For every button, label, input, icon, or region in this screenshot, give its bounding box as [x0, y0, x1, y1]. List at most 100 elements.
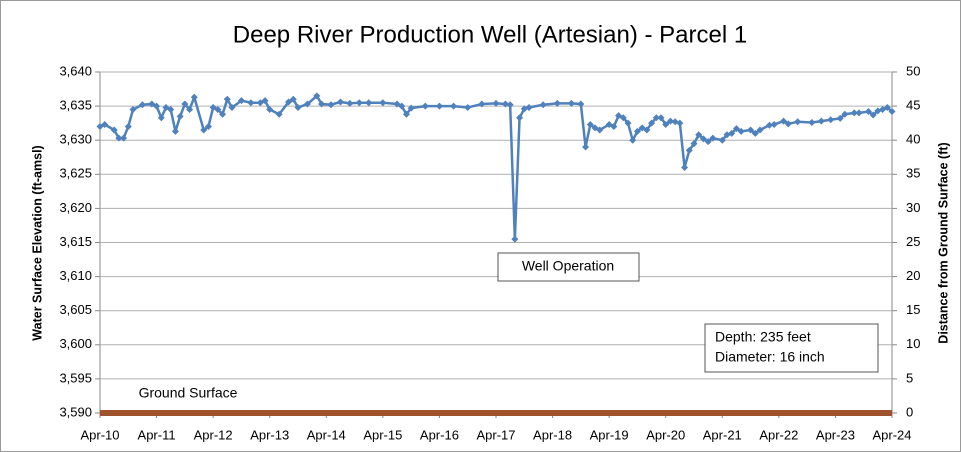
marker	[751, 129, 759, 137]
marker	[633, 127, 641, 135]
marker	[704, 138, 712, 146]
marker	[662, 121, 670, 129]
marker	[181, 100, 189, 108]
x-tick-label: Apr-23	[816, 427, 855, 442]
annotation: Diameter: 16 inch	[715, 349, 825, 365]
marker	[817, 117, 825, 125]
marker	[864, 108, 872, 116]
marker	[478, 100, 486, 108]
marker	[567, 99, 575, 107]
y-tick-label: 3,610	[59, 268, 92, 283]
marker	[219, 110, 227, 118]
marker	[629, 136, 637, 144]
x-tick-label: Apr-22	[759, 427, 798, 442]
y2-axis-label: Distance from Ground Surface (ft)	[936, 142, 950, 343]
marker	[204, 123, 212, 131]
annotation: Depth: 235 feet	[715, 329, 811, 345]
y-tick-label: 3,590	[59, 404, 92, 419]
y-tick-label: 3,625	[59, 166, 92, 181]
marker	[153, 102, 161, 110]
y-tick-label: 3,595	[59, 370, 92, 385]
y-tick-label: 3,605	[59, 302, 92, 317]
marker	[869, 111, 877, 119]
marker	[808, 118, 816, 126]
marker	[464, 103, 472, 111]
info-box	[704, 323, 879, 373]
chart-title: Deep River Production Well (Artesian) - …	[233, 21, 747, 48]
marker	[110, 126, 118, 134]
marker	[327, 101, 335, 109]
annotation: Well Operation	[522, 258, 614, 274]
marker	[101, 121, 109, 129]
legend-box	[118, 382, 263, 404]
marker	[582, 143, 590, 151]
marker	[516, 114, 524, 122]
y2-tick-label: 50	[906, 63, 920, 78]
marker	[492, 99, 500, 107]
marker	[336, 98, 344, 106]
marker	[699, 135, 707, 143]
marker	[681, 163, 689, 171]
marker	[718, 136, 726, 144]
marker	[648, 119, 656, 127]
x-tick-label: Apr-10	[80, 427, 119, 442]
annotation-box	[497, 252, 640, 282]
marker	[228, 103, 236, 111]
marker	[214, 106, 222, 114]
x-tick-label: Apr-16	[420, 427, 459, 442]
legend-label: Ground Surface	[139, 385, 238, 401]
marker	[666, 117, 674, 125]
x-tick-label: Apr-21	[703, 427, 742, 442]
marker	[643, 126, 651, 134]
y2-tick-label: 5	[906, 370, 913, 385]
marker	[186, 106, 194, 114]
x-tick-label: Apr-13	[250, 427, 289, 442]
y2-tick-label: 15	[906, 302, 920, 317]
x-tick-label: Apr-12	[194, 427, 233, 442]
marker	[171, 127, 179, 135]
marker	[200, 126, 208, 134]
marker	[120, 134, 128, 142]
marker	[695, 131, 703, 139]
marker	[402, 110, 410, 118]
marker	[157, 114, 165, 122]
marker	[784, 120, 792, 128]
x-tick-label: Apr-18	[533, 427, 572, 442]
marker	[732, 125, 740, 133]
y2-tick-label: 40	[906, 132, 920, 147]
marker	[124, 123, 132, 131]
marker	[610, 123, 618, 131]
marker	[303, 100, 311, 108]
x-tick-label: Apr-15	[363, 427, 402, 442]
y-tick-label: 3,615	[59, 234, 92, 249]
marker	[398, 102, 406, 110]
marker	[525, 103, 533, 111]
marker	[365, 99, 373, 107]
marker	[115, 134, 123, 142]
marker	[883, 103, 891, 111]
marker	[421, 102, 429, 110]
marker	[841, 110, 849, 118]
marker	[129, 106, 137, 114]
marker	[690, 140, 698, 148]
marker	[407, 104, 415, 112]
marker	[379, 99, 387, 107]
marker	[619, 114, 627, 122]
marker	[676, 119, 684, 127]
marker	[261, 97, 269, 105]
marker	[275, 110, 283, 118]
marker	[709, 134, 717, 142]
y-tick-label: 3,635	[59, 98, 92, 113]
y-tick-label: 3,630	[59, 132, 92, 147]
marker	[827, 116, 835, 124]
marker	[888, 108, 896, 116]
marker	[450, 102, 458, 110]
y-axis-label: Water Surface Elevation (ft-amsl)	[30, 145, 44, 340]
marker	[770, 121, 778, 129]
marker	[285, 98, 293, 106]
marker	[836, 114, 844, 122]
marker	[737, 127, 745, 135]
y2-tick-label: 0	[906, 404, 913, 419]
x-tick-label: Apr-24	[872, 427, 911, 442]
marker	[747, 126, 755, 134]
